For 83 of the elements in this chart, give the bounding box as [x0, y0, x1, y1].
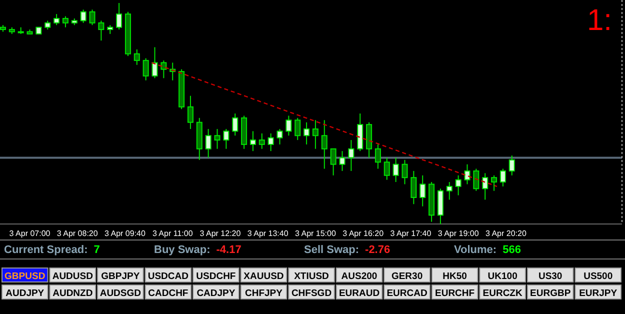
symbol-button: AUS200: [336, 268, 383, 282]
x-tick-label: 3 Apr 11:00: [152, 229, 194, 238]
candlestick: [268, 132, 274, 152]
candlestick: [152, 46, 158, 79]
candlestick: [304, 122, 310, 145]
x-tick-label: 3 Apr 13:40: [247, 229, 289, 238]
candlestick: [286, 115, 292, 136]
candlestick: [473, 168, 480, 192]
symbol-button: GBPJPY: [97, 268, 144, 282]
symbol-button: CADCHF: [144, 284, 192, 300]
symbol-button: UK100: [479, 268, 526, 282]
symbol-button: EURGBP: [526, 284, 574, 300]
x-tick-label: 3 Apr 07:00: [9, 229, 51, 238]
candlestick: [455, 174, 462, 196]
candlestick: [294, 117, 301, 141]
x-tick-label: 3 Apr 15:00: [295, 229, 336, 238]
candlestick: [420, 174, 426, 207]
candlestick: [187, 95, 194, 130]
candlestick: [392, 157, 399, 183]
symbol-button: EURJPY: [574, 284, 622, 300]
candlestick: [116, 2, 122, 30]
candlestick: [214, 128, 220, 150]
symbol-button: CADJPY: [192, 284, 240, 300]
candlestick: [232, 113, 238, 136]
symbol-button: CHFJPY: [240, 284, 288, 300]
candlestick: [312, 120, 318, 150]
symbol-button: GBPUSD: [2, 268, 48, 282]
candlestick: [276, 128, 283, 145]
candlestick: [500, 168, 506, 187]
candlestick: [491, 174, 498, 192]
candlestick: [80, 9, 86, 24]
symbol-button: USDCHF: [192, 268, 240, 282]
symbol-button: AUDUSD: [49, 268, 96, 282]
candlestick: [54, 14, 60, 26]
text: Volume: 566: [454, 244, 521, 256]
candlestick: [348, 140, 354, 172]
candlestick: [464, 164, 470, 185]
candlestick: [508, 154, 515, 176]
candlestick: [410, 170, 417, 205]
candlestick: [446, 182, 452, 200]
candlestick: [223, 128, 230, 150]
candlestick: [89, 9, 96, 26]
candlestick: [321, 120, 328, 170]
candlestick: [62, 16, 68, 28]
text: Buy Swap: -4.17: [154, 244, 242, 256]
candlestick: [205, 128, 212, 158]
text: Sell Swap: -2.76: [304, 244, 390, 256]
candlestick: [134, 48, 140, 66]
candlestick: [98, 20, 104, 42]
candlestick: [258, 132, 265, 150]
symbol-button: EURCAD: [384, 284, 430, 300]
x-tick-label: 3 Apr 12:20: [200, 229, 242, 238]
symbol-button: US30: [526, 268, 574, 282]
x-tick-label: 3 Apr 20:20: [485, 229, 527, 238]
symbol-button: XTIUSD: [288, 268, 335, 282]
symbol-button: US500: [574, 268, 622, 282]
candlestick: [142, 58, 149, 81]
text: Current Spread: 7: [4, 244, 100, 256]
symbol-button: XAUUSD: [240, 268, 288, 282]
x-tick-label: 3 Apr 09:40: [104, 229, 146, 238]
candlestick: [402, 159, 408, 185]
candlestick: [250, 130, 256, 152]
symbol-button: CHFSGD: [288, 284, 335, 300]
candlestick: [339, 150, 346, 172]
x-tick-label: 3 Apr 08:20: [56, 229, 98, 238]
symbol-button: AUDNZD: [49, 284, 96, 300]
x-tick-label: 3 Apr 19:00: [438, 229, 480, 238]
annotation: 1:: [586, 4, 612, 37]
symbol-button: USDCAD: [144, 268, 192, 282]
candlestick: [482, 172, 488, 200]
candlestick: [374, 144, 381, 170]
symbol-button: EURCHF: [431, 284, 478, 300]
symbol-button: AUDJPY: [2, 284, 48, 300]
symbol-button: EURCZK: [479, 284, 526, 300]
candlestick: [330, 148, 336, 176]
candlestick: [160, 60, 167, 79]
x-tick-label: 3 Apr 16:20: [342, 229, 384, 238]
symbol-button: GER30: [384, 268, 430, 282]
x-tick-label: 3 Apr 17:40: [390, 229, 432, 238]
candlestick: [384, 157, 390, 180]
symbol-button: EURAUD: [336, 284, 383, 300]
symbol-button: HK50: [431, 268, 478, 282]
symbol-button: AUDSGD: [97, 284, 144, 300]
